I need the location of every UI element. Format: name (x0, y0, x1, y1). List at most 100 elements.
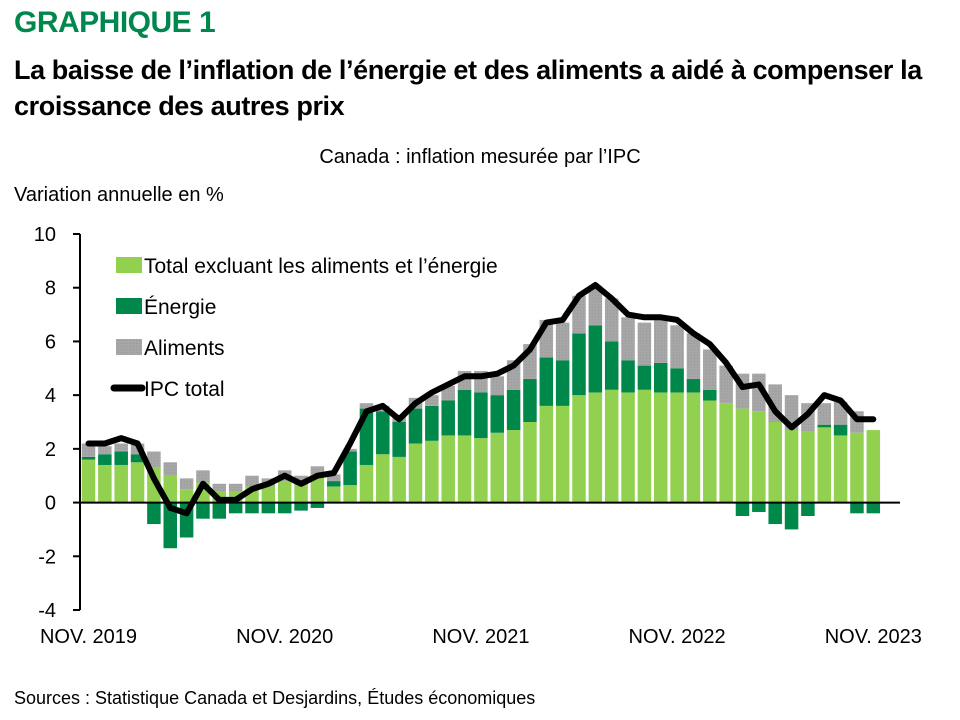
bar-energy (735, 502, 750, 516)
bar-food (196, 470, 210, 483)
bar-core (866, 430, 881, 503)
bar-food (719, 365, 733, 404)
bar-food (817, 403, 831, 425)
bar-food (212, 483, 227, 492)
y-tick-label: 4 (45, 385, 56, 407)
bar-core (408, 443, 423, 503)
bar-core (474, 438, 488, 503)
bar-energy (212, 502, 227, 519)
bar-food (81, 443, 96, 457)
bar-energy (408, 408, 423, 444)
chart-source: Sources : Statistique Canada et Desjardi… (14, 688, 536, 708)
bar-core (81, 459, 96, 503)
bar-core (327, 486, 341, 503)
bar-core (768, 422, 782, 503)
bar-energy (98, 454, 112, 465)
bar-core (555, 405, 570, 503)
bar-energy (130, 454, 145, 463)
bar-core (621, 392, 635, 503)
bar-core (703, 400, 717, 503)
bar-food (327, 474, 341, 482)
bar-food (228, 483, 243, 492)
bar-core (457, 435, 472, 503)
bar-core (817, 427, 831, 503)
bar-energy (81, 456, 96, 460)
bar-core (850, 432, 864, 503)
bar-core (114, 464, 128, 503)
bar-core (637, 389, 652, 503)
bar-energy (604, 341, 619, 390)
bar-food (555, 322, 570, 361)
legend-label-core: Total excluant les aliments et l’énergie (144, 255, 498, 278)
bar-food (343, 448, 357, 452)
bar-energy (637, 365, 652, 390)
bar-food (686, 333, 701, 380)
bar-core (490, 432, 504, 503)
bar-food (163, 462, 177, 476)
bar-energy (441, 400, 455, 436)
bar-core (784, 430, 799, 503)
bar-core (506, 430, 521, 503)
bar-core (604, 389, 619, 503)
bar-food (114, 443, 128, 452)
bar-energy (801, 502, 815, 516)
bar-core (425, 440, 439, 503)
bar-energy (833, 424, 848, 436)
bar-energy (147, 502, 161, 525)
y-tick-label: -4 (38, 600, 56, 622)
legend-swatch-food (116, 339, 142, 355)
bar-core (179, 489, 194, 503)
bar-core (539, 405, 554, 503)
bar-energy (866, 502, 881, 514)
x-tick-label: NOV. 2019 (40, 626, 137, 648)
bar-energy (163, 502, 177, 549)
legend-label-food: Aliments (144, 337, 225, 360)
bar-core (833, 435, 848, 503)
bar-food (245, 475, 259, 487)
y-tick-label: -2 (38, 546, 56, 568)
bar-energy (294, 502, 308, 511)
x-tick-label: NOV. 2023 (825, 626, 922, 648)
bar-food (310, 466, 325, 475)
x-tick-label: NOV. 2020 (236, 626, 333, 648)
bar-food (490, 376, 504, 396)
bar-energy (457, 389, 472, 436)
bar-food (703, 349, 717, 390)
y-axis-label: Variation annuelle en % (14, 184, 224, 206)
bar-core (98, 464, 112, 503)
bar-food (294, 475, 308, 486)
bar-core (261, 486, 276, 503)
bar-energy (196, 502, 210, 519)
bar-energy (752, 502, 766, 512)
bar-energy (277, 502, 292, 514)
bar-core (277, 481, 292, 503)
bar-energy (490, 395, 504, 433)
legend-swatch-core (116, 257, 142, 273)
bar-core (310, 474, 325, 503)
bar-energy (343, 451, 357, 486)
bar-energy (474, 392, 488, 439)
y-tick-label: 6 (45, 331, 56, 353)
bar-core (752, 411, 766, 503)
bar-food (359, 403, 374, 409)
bar-core (523, 422, 537, 503)
bar-layer (81, 287, 881, 549)
bar-energy (588, 325, 603, 393)
bar-food (425, 395, 439, 406)
bar-food (604, 298, 619, 342)
bar-food (670, 325, 684, 369)
bar-energy (228, 502, 243, 514)
bar-energy (245, 502, 259, 514)
y-tick-label: 2 (45, 439, 56, 461)
bar-energy (114, 451, 128, 465)
y-tick-label: 0 (45, 493, 56, 515)
bar-energy (539, 357, 554, 406)
bar-food (621, 317, 635, 361)
bar-energy (310, 502, 325, 508)
bar-energy (670, 368, 684, 393)
axes-layer: -4 -2 0 2 4 6 8 10 NOV. 2019 NOV. 2020 NOV. 2021 NO… (34, 224, 922, 648)
bar-core (343, 485, 357, 503)
bar-core (294, 485, 308, 503)
bar-food (588, 287, 603, 326)
